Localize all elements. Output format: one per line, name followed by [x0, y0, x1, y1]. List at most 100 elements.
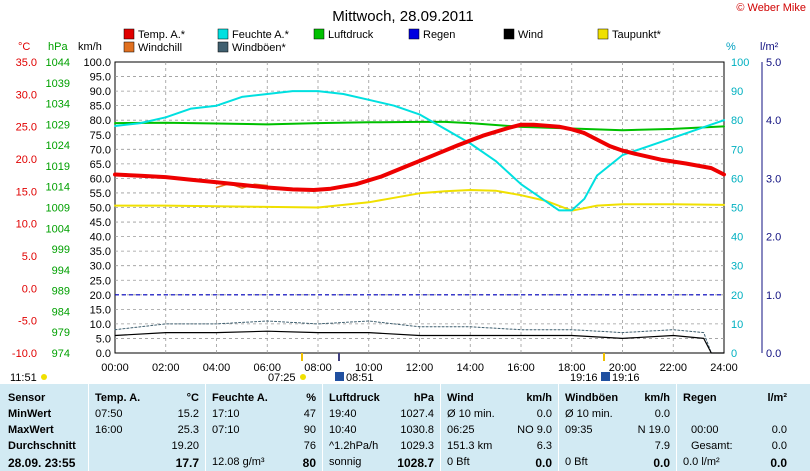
- pressure-tick-label: 1044: [46, 57, 70, 69]
- wind-unit-label: km/h: [78, 41, 102, 53]
- humidity-tick-label: 80: [731, 115, 743, 127]
- pressure-tick-label: 984: [52, 306, 70, 318]
- temp-header: Temp. A.: [95, 392, 141, 404]
- pressure-forecast: sonnig: [329, 456, 362, 468]
- humidity-tick-label: 40: [731, 232, 743, 244]
- humidity-tick-label: 30: [731, 261, 743, 273]
- sun-icon: [300, 374, 306, 380]
- temp-tick-label: -5.0: [18, 316, 37, 328]
- grid-lines: [115, 62, 724, 353]
- x-tick-label: 20:00: [609, 362, 637, 374]
- series-line-windb-en: [114, 320, 725, 354]
- moon-icon: [335, 372, 344, 381]
- series-line-taupunkt: [114, 189, 725, 212]
- sunset-marker: [603, 353, 605, 361]
- wind-tick-label: 80.0: [90, 115, 111, 127]
- legend-swatch: [503, 28, 515, 40]
- sunset-label: 19:16: [570, 372, 598, 384]
- wind-distance: 151.3 km: [447, 440, 493, 452]
- sunrise-marker: [301, 353, 303, 361]
- series-line-wind: [114, 330, 725, 354]
- sensor-header: Sensor: [8, 392, 46, 404]
- row-label-max: MaxWert: [8, 424, 54, 436]
- wind-tick-label: 15.0: [90, 304, 111, 316]
- legend-label: Windchill: [138, 42, 182, 54]
- sun-icon: [41, 374, 47, 380]
- gust-average: 7.9: [654, 440, 670, 452]
- temp-tick-label: 15.0: [16, 186, 37, 198]
- x-tick-label: 08:00: [304, 362, 332, 374]
- wind-tick-label: 5.0: [96, 333, 111, 345]
- pressure-tick-label: 1024: [46, 140, 70, 152]
- rain-tick-label: 5.0: [766, 57, 781, 69]
- pressure-column: Luftdruck hPa 19:40 1027.4 10:40 1030.8 ^1.…: [323, 384, 440, 471]
- pressure-tick-label: 1019: [46, 161, 70, 173]
- temp-max: 25.3: [177, 424, 199, 436]
- wind-tick-label: 50.0: [90, 203, 111, 215]
- pressure-min: 1027.4: [400, 408, 434, 420]
- temp-tick-label: 25.0: [16, 122, 37, 134]
- wind-column: Wind km/h Ø 10 min. 0.0 06:25 NO 9.0 151.3 …: [441, 384, 558, 471]
- x-tick-label: 22:00: [659, 362, 687, 374]
- wind-tick-label: 85.0: [90, 101, 111, 113]
- rain-current: 0.0: [770, 456, 787, 470]
- legend-swatch: [313, 28, 325, 40]
- series-lines: [113, 90, 726, 354]
- rain-current-amount: 0.0 l/m²: [683, 456, 720, 468]
- sensor-column: Sensor MinWert MaxWert Durchschnitt 28.0…: [0, 384, 88, 471]
- temp-current: 17.7: [175, 456, 199, 470]
- moonset-label: 19:16: [612, 372, 640, 384]
- temp-column: Temp. A. °C 07:50 15.2 16:00 25.3 19.20 17.…: [89, 384, 205, 471]
- legend-label: Windböen*: [232, 42, 287, 54]
- rain-tick-label: 3.0: [766, 173, 781, 185]
- humidity-tick-label: 10: [731, 319, 743, 331]
- pressure-max-time: 10:40: [329, 424, 357, 436]
- x-tick-label: 02:00: [152, 362, 180, 374]
- x-axis: 00:00 02:00 04:00 06:00 08:00 10:00 12:00 14:00…: [101, 362, 738, 374]
- wind-tick-label: 65.0: [90, 159, 111, 171]
- humidity-max-time: 07:10: [212, 424, 240, 436]
- humidity-unit-label: %: [726, 41, 736, 53]
- legend-swatch: [597, 28, 609, 40]
- rain-value: 0.0: [771, 424, 787, 436]
- wind-tick-label: 75.0: [90, 130, 111, 142]
- rain-tick-label: 0.0: [766, 348, 781, 360]
- humidity-tick-label: 50: [731, 203, 743, 215]
- pressure-tick-label: 1034: [46, 99, 70, 111]
- temp-tick-label: 10.0: [16, 219, 37, 231]
- moonrise-label: 08:51: [346, 372, 374, 384]
- x-tick-label: 12:00: [406, 362, 434, 374]
- temp-tick-label: 0.0: [22, 283, 37, 295]
- wind-tick-label: 55.0: [90, 188, 111, 200]
- temp-avg: 19.20: [171, 440, 199, 452]
- humidity-current: 80: [302, 456, 316, 470]
- humidity-header: Feuchte A.: [212, 392, 268, 404]
- wind-tick-label: 0.0: [96, 348, 111, 360]
- temp-min-time: 07:50: [95, 408, 123, 420]
- x-tick-label: 10:00: [355, 362, 383, 374]
- legend-swatch: [123, 28, 135, 40]
- pressure-min-time: 19:40: [329, 408, 357, 420]
- wind-average: 6.3: [536, 440, 552, 452]
- wind-tick-label: 30.0: [90, 261, 111, 273]
- temp-tick-label: 35.0: [16, 57, 37, 69]
- legend-label: Regen: [423, 29, 455, 41]
- copyright-label: © Weber Mike: [736, 2, 806, 14]
- legend-swatch: [217, 28, 229, 40]
- gust-unit: km/h: [644, 392, 670, 404]
- wind-tick-label: 45.0: [90, 217, 111, 229]
- legend-label: Luftdruck: [328, 29, 374, 41]
- wind-max: NO 9.0: [517, 424, 552, 436]
- temp-min: 15.2: [177, 408, 199, 420]
- x-tick-label: 16:00: [507, 362, 535, 374]
- rain-tick-label: 2.0: [766, 232, 781, 244]
- wind-tick-label: 90.0: [90, 86, 111, 98]
- temp-unit-label: °C: [18, 41, 30, 53]
- wind-bft: 0 Bft: [447, 456, 470, 468]
- humidity-max: 90: [303, 424, 316, 436]
- gust-header: Windböen: [565, 392, 619, 404]
- x-tick-label: 24:00: [710, 362, 738, 374]
- x-tick-label: 14:00: [456, 362, 484, 374]
- moon-marker: [338, 353, 340, 361]
- row-label-avg: Durchschnitt: [8, 440, 76, 452]
